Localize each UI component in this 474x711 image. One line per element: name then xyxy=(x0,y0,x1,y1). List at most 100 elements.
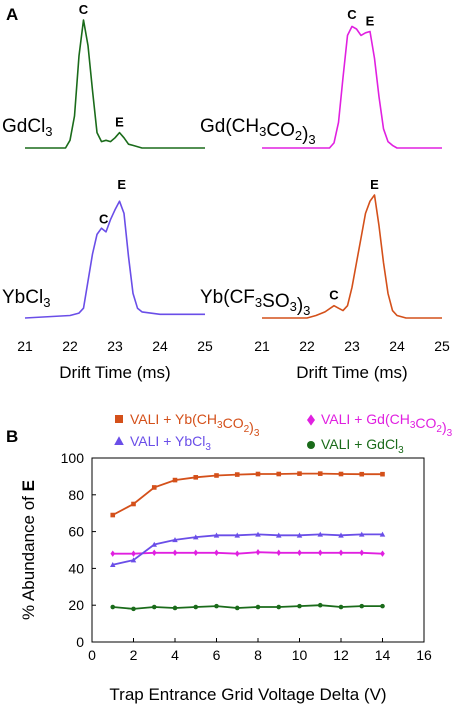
panel-a-letter: A xyxy=(6,5,18,24)
series-VALI + Yb(CH3CO2)3 xyxy=(110,471,385,518)
peak-label-E: E xyxy=(366,14,375,29)
series-line xyxy=(112,472,383,516)
spectrum-trace xyxy=(262,25,442,149)
data-point xyxy=(255,471,261,477)
x-tick-label: 24 xyxy=(389,338,405,354)
series-line xyxy=(112,533,383,566)
spectrum-label-part: 3 xyxy=(308,132,315,147)
legend-label-part: 3 xyxy=(254,428,260,439)
y-tick-label: 60 xyxy=(68,524,84,540)
data-point xyxy=(151,604,157,610)
y-tick-label: 100 xyxy=(61,450,85,466)
spectrum-label-part: SO xyxy=(262,291,289,312)
data-point xyxy=(131,550,136,557)
data-point xyxy=(275,532,282,538)
data-point xyxy=(151,541,158,547)
x-tick-label: 25 xyxy=(197,338,213,354)
y-axis-title: % Abundance of E xyxy=(19,480,38,620)
data-point xyxy=(297,471,302,476)
legend-label-part: CO xyxy=(415,415,436,431)
legend-label-part: VALI + Yb(CH xyxy=(130,411,217,427)
series-VALI + GdCl3 xyxy=(110,602,385,612)
data-point xyxy=(359,549,365,556)
x-tick-label: 8 xyxy=(254,647,262,663)
x-tick-label: 24 xyxy=(152,338,168,354)
data-point xyxy=(172,537,178,543)
legend-item: VALI + GdCl3 xyxy=(307,436,404,456)
legend-item: VALI + Gd(CH3CO2)3 xyxy=(307,411,453,439)
y-tick-label: 0 xyxy=(76,634,84,650)
x-tick-label: 6 xyxy=(213,647,221,663)
data-point xyxy=(338,604,344,610)
spectrum-label-part: 3 xyxy=(303,303,310,318)
spectrum-trace xyxy=(262,194,442,319)
legend-label-part: VALI + YbCl xyxy=(130,433,205,449)
panel-a-xaxis: 21 22 23 24 25 Drift Time (ms) xyxy=(17,338,213,382)
legend-marker xyxy=(114,436,124,445)
legend-label-part: ) xyxy=(442,419,447,435)
data-point xyxy=(297,603,302,609)
series-line xyxy=(112,604,383,610)
data-point xyxy=(255,604,261,610)
data-point xyxy=(234,532,241,538)
legend-label-part: VALI + Gd(CH xyxy=(321,411,410,427)
legend-label: VALI + Yb(CH3CO2)3 xyxy=(130,411,260,439)
peak-label-E: E xyxy=(370,177,379,192)
data-point xyxy=(130,557,137,563)
data-point xyxy=(255,548,261,556)
data-point xyxy=(172,477,178,483)
y-tick-label: 80 xyxy=(68,487,84,503)
data-point xyxy=(110,512,116,518)
data-point xyxy=(380,603,385,609)
legend-label-part: 2 xyxy=(244,424,250,435)
x-tick-label: 22 xyxy=(62,338,78,354)
series-line xyxy=(112,551,383,555)
spectrum-label-part: 2 xyxy=(295,128,302,143)
panel-a-xaxis-title: Drift Time (ms) xyxy=(59,363,170,382)
legend-marker xyxy=(115,415,123,423)
data-point xyxy=(193,549,199,556)
legend-label-part: VALI + GdCl xyxy=(321,436,398,452)
data-point xyxy=(297,549,302,556)
spectrum-label: Yb(CF3SO3)3 xyxy=(200,287,310,318)
data-point xyxy=(276,604,282,610)
legend-label-part: 3 xyxy=(410,420,416,431)
peak-label-E: E xyxy=(117,177,126,192)
spectrum-label-part: GdCl xyxy=(2,116,45,137)
spectrum-label-part: Yb(CF xyxy=(200,287,255,308)
spectrum-label-part: 3 xyxy=(45,124,52,139)
spectrum-Gd(CH3CO2)3: C EGd(CH3CO2)3 xyxy=(200,7,442,149)
x-tick-label: 25 xyxy=(434,338,450,354)
x-tick-label: 0 xyxy=(88,647,96,663)
legend-label-part: ) xyxy=(249,419,254,435)
spectrum-YbCl3: C E YbCl3 xyxy=(2,177,205,319)
spectrum-label: YbCl3 xyxy=(2,287,50,310)
spectrum-label: GdCl3 xyxy=(2,116,53,139)
data-point xyxy=(214,603,219,609)
spectrum-label-part: CO xyxy=(266,120,295,141)
x-tick-label: 12 xyxy=(333,647,349,663)
peak-label-C: C xyxy=(79,2,89,17)
legend-item: VALI + YbCl3 xyxy=(114,433,211,453)
data-point xyxy=(338,471,344,477)
legend-item: VALI + Yb(CH3CO2)3 xyxy=(115,411,260,439)
legend-label-part: 3 xyxy=(217,420,223,431)
panel-b: B 0 2 4 6 8 10 12 14 16 0 20 40 60 80 100 Trap Entrance … xyxy=(6,411,453,704)
legend-label: VALI + Gd(CH3CO2)3 xyxy=(321,411,453,439)
data-point xyxy=(110,604,116,610)
legend-marker xyxy=(307,441,315,449)
spectrum-label-part: 3 xyxy=(255,295,262,310)
legend-label-part: 3 xyxy=(447,428,453,439)
data-point xyxy=(359,603,365,609)
spectrum-label-part: ) xyxy=(302,124,308,145)
spectrum-GdCl3: C E GdCl3 xyxy=(2,2,205,149)
data-point xyxy=(214,549,219,556)
data-point xyxy=(193,604,199,610)
data-point xyxy=(234,472,240,477)
data-point xyxy=(234,605,240,611)
spectrum-trace xyxy=(25,19,205,149)
panel-a-xaxis: 21 22 23 24 25 Drift Time (ms) xyxy=(254,338,450,382)
